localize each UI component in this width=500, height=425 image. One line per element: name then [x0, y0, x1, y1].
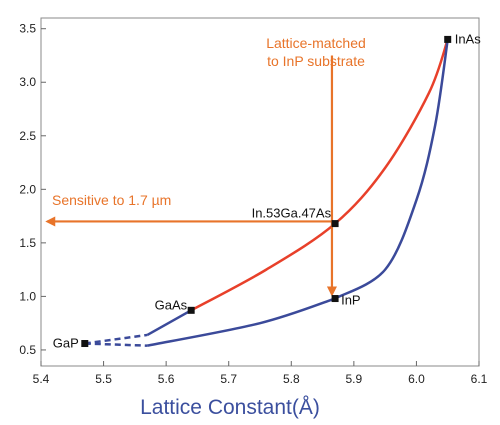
- x-tick-label: 5.6: [158, 372, 175, 386]
- y-tick-label: 2.5: [19, 129, 36, 143]
- annotation-lattice-matched: to InP substrate: [267, 53, 365, 69]
- series-group: [84, 39, 449, 347]
- x-tick-label: 5.8: [283, 372, 300, 386]
- x-tick-label: 6.0: [408, 372, 425, 386]
- y-tick-label: 0.5: [19, 343, 36, 357]
- y-tick-label: 1.0: [19, 289, 36, 303]
- data-point: [331, 220, 339, 228]
- series-line: [146, 309, 192, 337]
- axes: 5.4 5.5 5.6 5.7 5.8 5.9 6.0 6.1 0.5 1.0 1.5 2.0 2.5 3…: [19, 22, 487, 386]
- point-label: InP: [341, 293, 361, 308]
- point-label: In.53Ga.47As: [252, 206, 332, 221]
- x-tick-label: 5.7: [220, 372, 237, 386]
- y-tick-label: 3.5: [19, 22, 36, 36]
- y-tick-label: 3.0: [19, 75, 36, 89]
- data-point: [331, 295, 339, 303]
- series-line-dashed: [84, 333, 148, 345]
- point-label: InAs: [455, 31, 482, 46]
- series-line: [190, 39, 449, 312]
- series-line: [334, 39, 449, 300]
- data-point: [444, 35, 452, 43]
- annotations-group: Lattice-matched to InP substrate Sensitive…: [45, 35, 366, 297]
- x-tick-label: 5.4: [33, 372, 50, 386]
- data-point: [81, 340, 89, 348]
- series-line: [147, 297, 336, 347]
- point-label: GaP: [53, 336, 79, 351]
- data-point: [187, 306, 195, 314]
- series-line-dashed: [84, 342, 148, 347]
- annotation-sensitive: Sensitive to 1.7 µm: [52, 192, 171, 208]
- y-tick-label: 2.0: [19, 182, 36, 196]
- y-tick-label: 1.5: [19, 236, 36, 250]
- plot-frame: [40, 17, 480, 367]
- annotation-lattice-matched: Lattice-matched: [266, 35, 366, 51]
- x-tick-label: 6.1: [471, 372, 488, 386]
- points-group: GaP GaAs In.53Ga.47As InP InAs: [53, 31, 481, 350]
- x-axis-label: Lattice Constant(Å): [140, 396, 320, 419]
- x-tick-label: 5.9: [346, 372, 363, 386]
- x-tick-label: 5.5: [95, 372, 112, 386]
- point-label: GaAs: [155, 297, 188, 312]
